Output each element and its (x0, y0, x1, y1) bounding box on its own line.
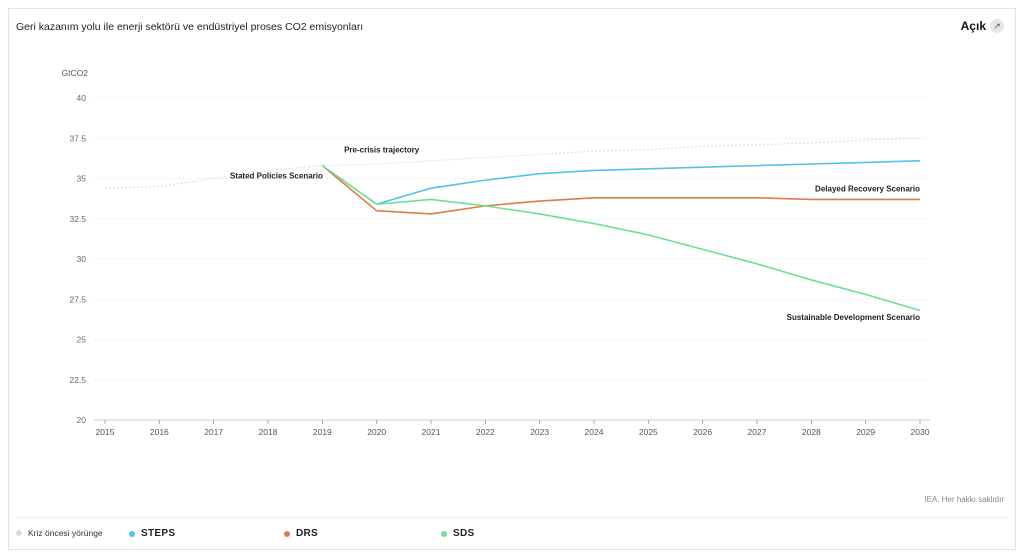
annotation-label: Stated Policies Scenario (230, 172, 323, 181)
legend-swatch (16, 530, 22, 536)
legend-item-pre-crisis[interactable]: Kriz öncesi yörünge (16, 528, 103, 538)
series-lines (104, 137, 921, 312)
legend-item-sds[interactable]: SDS (441, 528, 474, 539)
x-tick-label: 2024 (585, 427, 604, 437)
legend-divider (16, 517, 1008, 518)
x-tick-label: 2025 (639, 427, 658, 437)
x-tick-label: 2017 (204, 427, 223, 437)
annotation-label: Delayed Recovery Scenario (815, 184, 920, 193)
legend-item-steps[interactable]: STEPS (129, 528, 175, 539)
y-tick-label: 40 (77, 93, 87, 103)
legend-label: Kriz öncesi yörünge (28, 528, 103, 538)
y-axis-label: GtCO2 (62, 68, 89, 78)
legend-label: STEPS (141, 528, 176, 539)
x-tick-label: 2020 (367, 427, 386, 437)
open-label: Açık (960, 19, 986, 33)
x-tick-label: 2029 (856, 427, 875, 437)
open-button[interactable]: Açık ↗ (961, 19, 1004, 33)
y-tick-label: 27.5 (69, 294, 86, 304)
x-tick-label: 2019 (313, 427, 332, 437)
annotations: Pre-crisis trajectory Stated Policies Sce… (230, 146, 920, 322)
legend-label: DRS (296, 528, 319, 539)
x-tick-label: 2016 (150, 427, 169, 437)
x-tick-label: 2022 (476, 427, 495, 437)
annotation-label: Sustainable Development Scenario (787, 313, 920, 322)
grid-lines: 20 22.5 25 27.5 30 32.5 35 37.5 40 (69, 93, 930, 425)
x-tick-label: 2018 (259, 427, 278, 437)
chart-legend: Kriz öncesi yörünge STEPS DRS SDS (16, 528, 1006, 544)
y-tick-label: 25 (77, 335, 87, 345)
legend-swatch (441, 530, 447, 537)
annotation-label: Pre-crisis trajectory (344, 146, 420, 155)
y-tick-label: 20 (77, 415, 87, 425)
x-tick-label: 2026 (693, 427, 712, 437)
series-line-drs[interactable] (321, 165, 920, 215)
x-tick-label: 2023 (530, 427, 549, 437)
y-tick-label: 30 (77, 254, 87, 264)
series-line-sds[interactable] (321, 164, 921, 312)
x-tick-label: 2027 (748, 427, 767, 437)
y-tick-label: 37.5 (69, 133, 86, 143)
y-tick-label: 35 (77, 174, 87, 184)
expand-icon: ↗ (990, 19, 1004, 33)
x-tick-label: 2030 (911, 427, 930, 437)
copyright-note: IEA. Her hakkı saklıdır (924, 495, 1004, 504)
legend-label: SDS (453, 528, 475, 539)
x-tick-label: 2028 (802, 427, 821, 437)
series-line-steps[interactable] (321, 159, 921, 206)
y-tick-label: 32.5 (69, 214, 86, 224)
legend-swatch (129, 530, 135, 537)
x-tick-label: 2021 (422, 427, 441, 437)
legend-swatch (284, 530, 290, 537)
axes: GtCO2 2015 2016 2017 2018 2019 2020 2021 2022 20… (62, 68, 930, 437)
y-tick-label: 22.5 (69, 375, 86, 385)
legend-item-drs[interactable]: DRS (284, 528, 318, 539)
series-line-kriz-ncesi-y-r-nge[interactable] (104, 137, 921, 189)
x-tick-label: 2015 (96, 427, 115, 437)
chart-title: Geri kazanım yolu ile enerji sektörü ve … (16, 21, 364, 33)
